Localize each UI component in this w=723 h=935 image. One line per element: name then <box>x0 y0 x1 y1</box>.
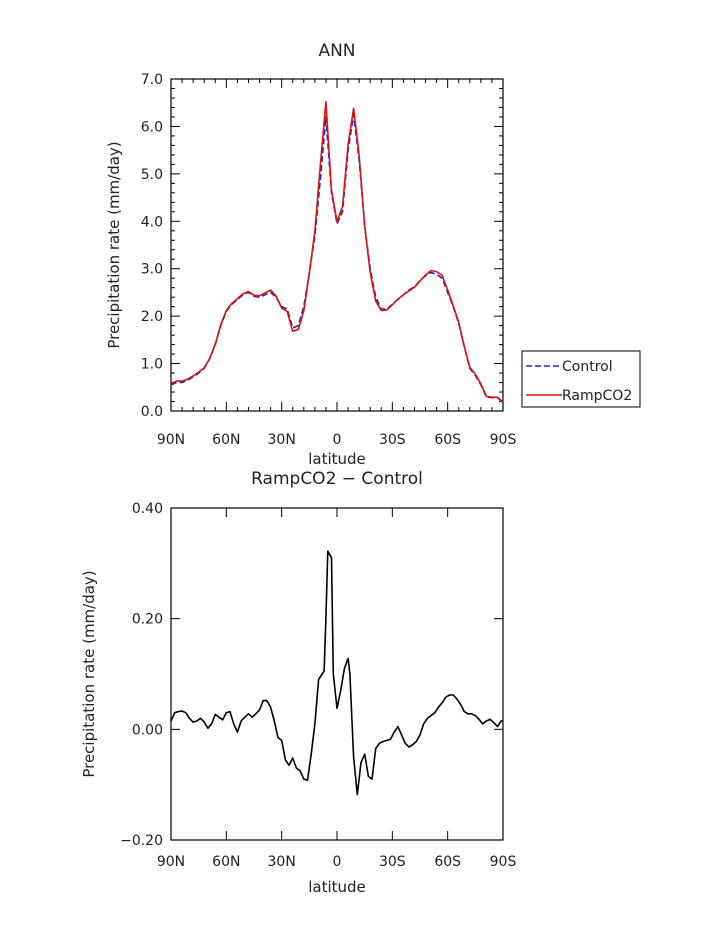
panel-bottom: RampCO2 − Control 90N 60N 30N 0 30S 60S 90S −0.2… <box>80 469 516 896</box>
panel-top: ANN 90N 60N 30N 0 30S 60S 90S 0.0 1.0 2.0 3.0 4.0 5.0… <box>105 41 641 468</box>
legend-label-rampco2: RampCO2 <box>562 388 632 404</box>
y-tick-label: 1.0 <box>141 357 163 373</box>
y-tick-label: 0.20 <box>132 612 163 628</box>
y-tick-label: 0.40 <box>132 501 163 517</box>
series-line-difference <box>170 550 503 796</box>
x-tick-label: 30N <box>268 854 296 870</box>
chart-title: RampCO2 − Control <box>251 469 423 489</box>
x-tick-label: 30S <box>379 854 406 870</box>
x-axis-label: latitude <box>308 450 366 468</box>
x-tick-label: 60S <box>434 432 461 448</box>
x-tick-label: 30N <box>268 432 296 448</box>
x-tick-label: 60N <box>212 432 240 448</box>
series-line-control <box>170 113 504 404</box>
y-tick-label: 7.0 <box>141 72 163 88</box>
x-tick-label: 90N <box>157 854 185 870</box>
y-tick-label: 0.00 <box>132 722 163 738</box>
x-tick-label: 0 <box>333 432 342 448</box>
x-tick-label: 0 <box>333 854 342 870</box>
plot-frame <box>170 78 504 412</box>
y-axis-label: Precipitation rate (mm/day) <box>105 141 123 348</box>
y-tick-label: 2.0 <box>141 309 163 325</box>
y-tick-label: −0.20 <box>120 833 163 849</box>
x-tick-label: 60S <box>434 854 461 870</box>
plot-frame <box>170 507 504 841</box>
chart-title: ANN <box>318 41 355 61</box>
x-axis-label: latitude <box>308 878 366 896</box>
legend-label-control: Control <box>562 359 613 375</box>
y-tick-label: 4.0 <box>141 214 163 230</box>
x-tick-label: 90S <box>490 432 517 448</box>
x-tick-label: 90S <box>490 854 517 870</box>
legend-box <box>521 350 641 408</box>
y-tick-label: 0.0 <box>141 404 163 420</box>
x-tick-label: 90N <box>157 432 185 448</box>
y-tick-label: 5.0 <box>141 167 163 183</box>
x-tick-label: 60N <box>212 854 240 870</box>
y-tick-label: 3.0 <box>141 262 163 278</box>
series-line-rampco2 <box>170 101 504 403</box>
y-axis-label: Precipitation rate (mm/day) <box>80 570 98 777</box>
y-tick-label: 6.0 <box>141 119 163 135</box>
x-tick-label: 30S <box>379 432 406 448</box>
